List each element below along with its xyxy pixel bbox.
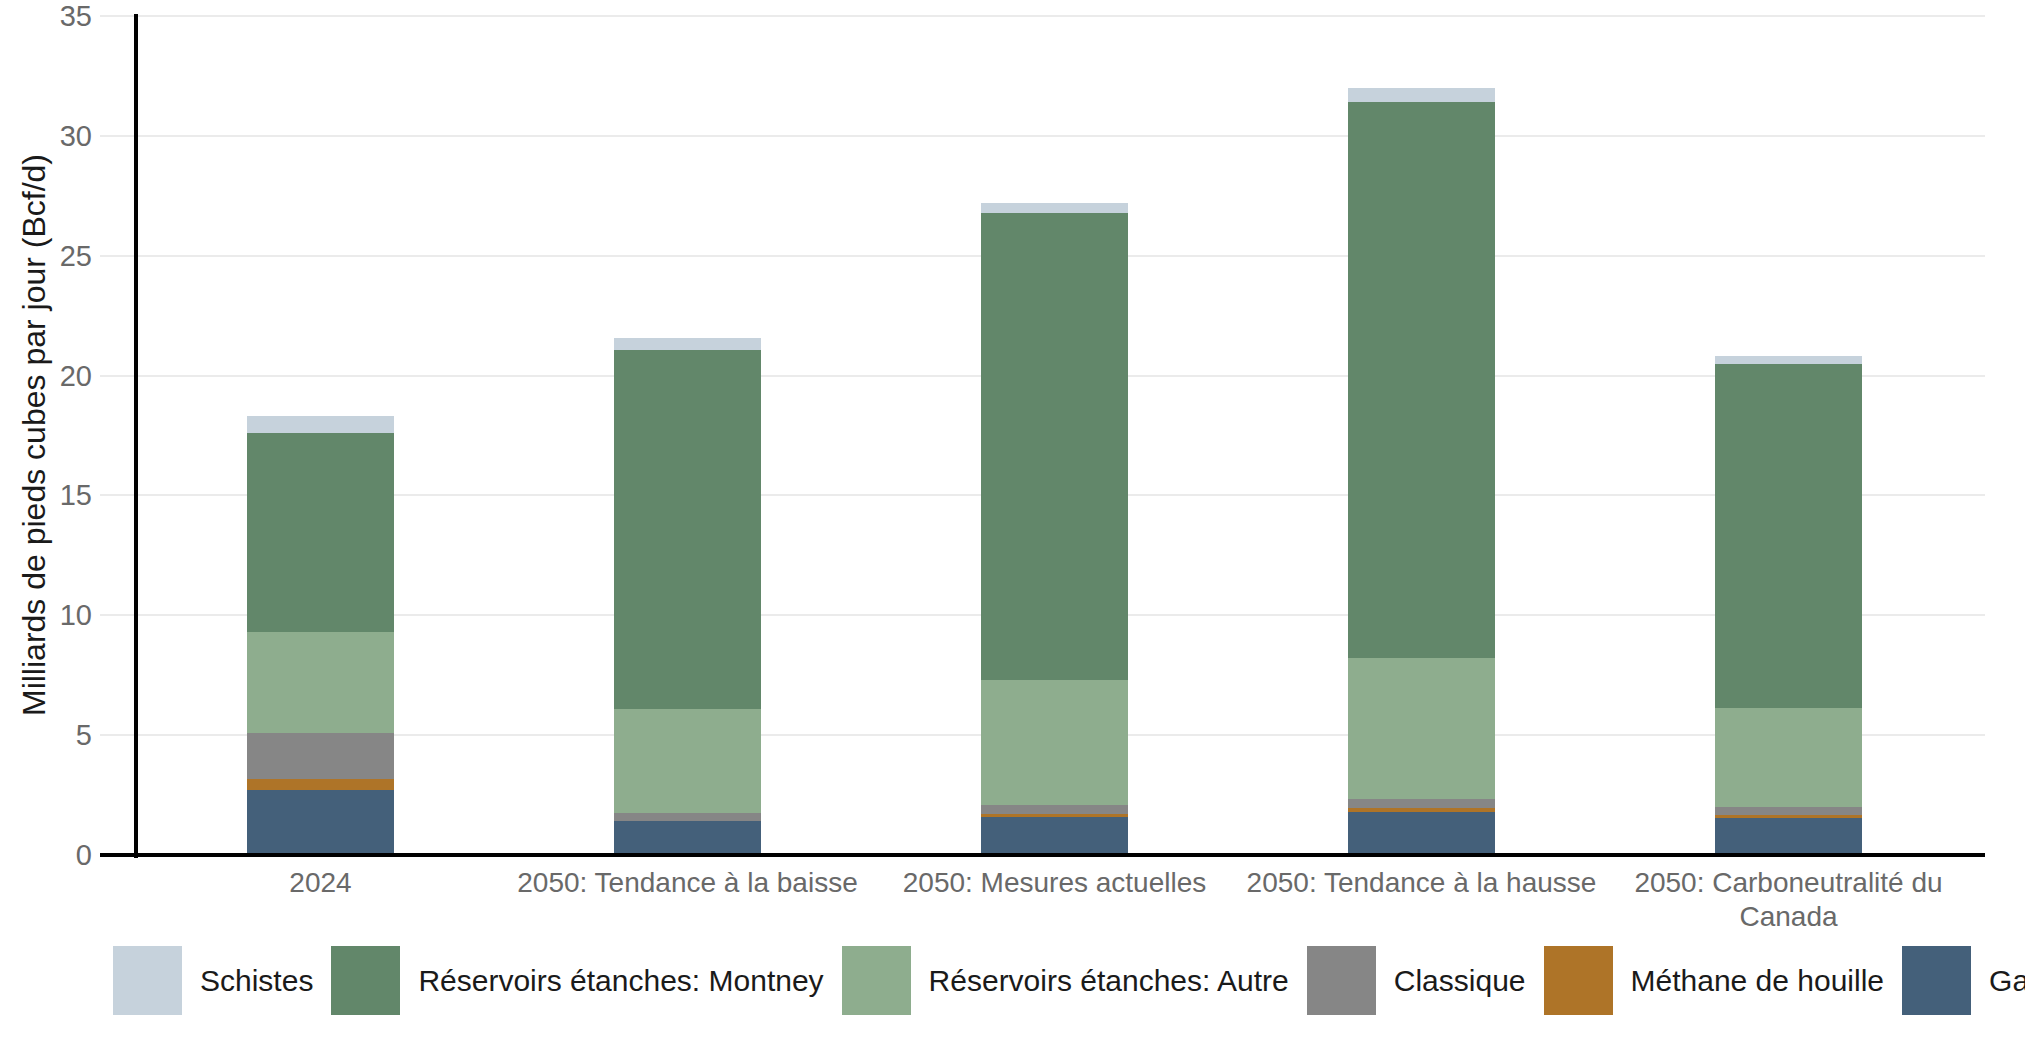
bar-segment[interactable] — [247, 632, 394, 733]
x-tick-label: 2050: Tendance à la baisse — [488, 866, 888, 900]
bar-segment[interactable] — [1715, 356, 1862, 363]
bar-segment[interactable] — [1348, 799, 1495, 809]
bar-segment[interactable] — [247, 779, 394, 790]
bar-segment[interactable] — [247, 733, 394, 780]
legend-item[interactable]: Classique — [1307, 946, 1526, 1015]
gridline-35 — [100, 15, 1985, 17]
bar-segment[interactable] — [981, 203, 1128, 213]
bar-segment[interactable] — [1715, 815, 1862, 817]
bar-segment[interactable] — [1715, 818, 1862, 855]
legend-item[interactable]: Méthane de houille — [1544, 946, 1885, 1015]
y-tick-label-5: 5 — [0, 718, 92, 752]
legend-item[interactable]: Réservoirs étanches: Montney — [331, 946, 823, 1015]
bar-segment[interactable] — [1715, 807, 1862, 815]
bar-segment[interactable] — [614, 338, 761, 350]
legend-swatch-icon — [1902, 946, 1971, 1015]
bar-segment[interactable] — [981, 814, 1128, 816]
legend-item[interactable]: Réservoirs étanches: Autre — [842, 946, 1289, 1015]
legend-label: Gaz dissous — [1989, 964, 2025, 998]
bar-segment[interactable] — [247, 433, 394, 632]
legend-item[interactable]: Schistes — [113, 946, 313, 1015]
bar-segment[interactable] — [247, 790, 394, 855]
bar-segment[interactable] — [981, 817, 1128, 855]
stacked-bar-chart: Milliards de pieds cubes par jour (Bcf/d… — [0, 0, 2025, 1050]
bar-segment[interactable] — [1348, 812, 1495, 855]
legend-label: Classique — [1394, 964, 1526, 998]
legend-label: Schistes — [200, 964, 313, 998]
y-tick-label-35: 35 — [0, 0, 92, 33]
bar-segment[interactable] — [614, 821, 761, 855]
legend-swatch-icon — [331, 946, 400, 1015]
y-axis-line — [134, 14, 138, 858]
legend-label: Méthane de houille — [1631, 964, 1885, 998]
gridline-30 — [100, 135, 1985, 137]
legend-swatch-icon — [842, 946, 911, 1015]
bar-segment[interactable] — [614, 350, 761, 708]
y-tick-label-15: 15 — [0, 478, 92, 512]
x-tick-label: 2050: Carboneutralité du Canada — [1589, 866, 1989, 934]
y-tick-label-0: 0 — [0, 838, 92, 872]
bar-segment[interactable] — [981, 680, 1128, 805]
legend-label: Réservoirs étanches: Autre — [929, 964, 1289, 998]
y-tick-label-30: 30 — [0, 119, 92, 153]
bar-segment[interactable] — [614, 813, 761, 821]
x-tick-label: 2050: Mesures actuelles — [855, 866, 1255, 900]
legend-label: Réservoirs étanches: Montney — [418, 964, 823, 998]
x-tick-label: 2024 — [121, 866, 521, 900]
x-axis-line — [100, 853, 1985, 857]
legend-swatch-icon — [113, 946, 182, 1015]
bar-segment[interactable] — [1348, 102, 1495, 658]
bar-segment[interactable] — [1715, 364, 1862, 708]
legend-item[interactable]: Gaz dissous — [1902, 946, 2025, 1015]
legend: Schistes Réservoirs étanches: Montney Rése… — [113, 946, 2025, 1015]
bar-segment[interactable] — [1348, 808, 1495, 812]
legend-swatch-icon — [1307, 946, 1376, 1015]
y-tick-label-25: 25 — [0, 239, 92, 273]
bar-segment[interactable] — [1348, 658, 1495, 798]
legend-swatch-icon — [1544, 946, 1613, 1015]
x-tick-label: 2050: Tendance à la hausse — [1222, 866, 1622, 900]
bar-segment[interactable] — [247, 416, 394, 433]
bar-segment[interactable] — [981, 805, 1128, 815]
bar-segment[interactable] — [1348, 88, 1495, 102]
y-tick-label-20: 20 — [0, 359, 92, 393]
bar-segment[interactable] — [1715, 708, 1862, 807]
y-tick-label-10: 10 — [0, 598, 92, 632]
bar-segment[interactable] — [981, 213, 1128, 680]
bar-segment[interactable] — [614, 709, 761, 813]
